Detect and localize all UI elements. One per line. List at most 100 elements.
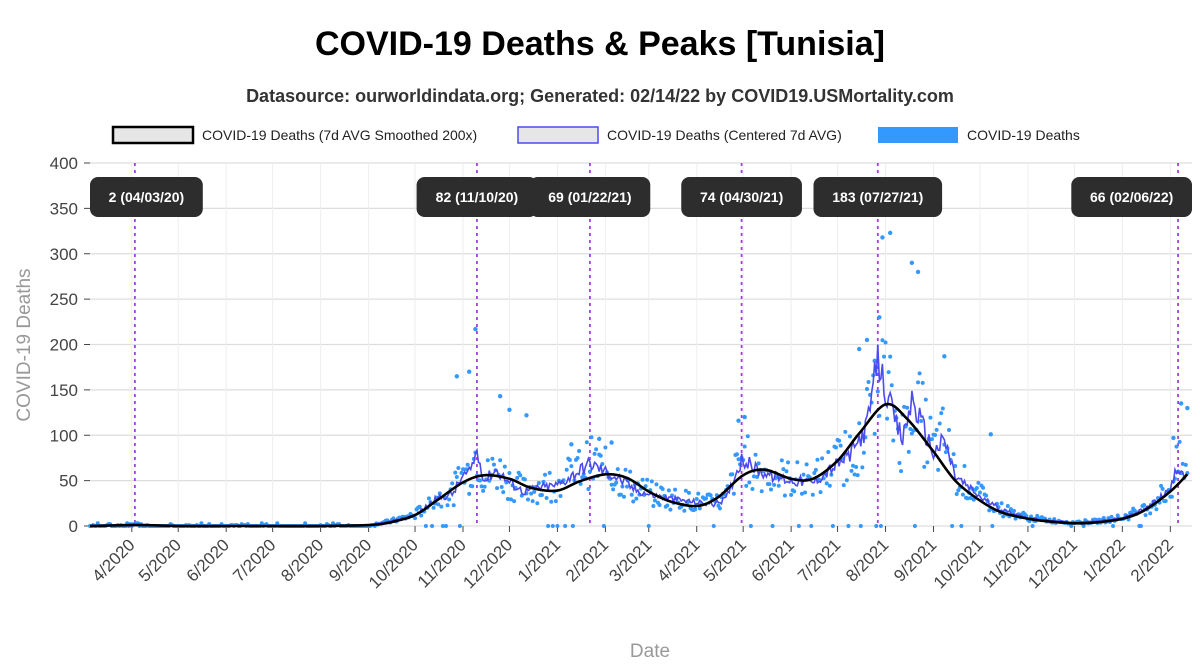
daily-death-point: [841, 483, 846, 488]
x-tick-label: 7/2021: [794, 535, 844, 585]
daily-death-point: [1171, 435, 1176, 441]
daily-death-point: [564, 467, 569, 472]
daily-death-point: [481, 488, 486, 493]
daily-death-point: [693, 507, 698, 512]
daily-death-point: [943, 450, 948, 455]
daily-death-point: [804, 462, 809, 467]
daily-death-point: [473, 326, 478, 332]
daily-death-point: [553, 499, 558, 504]
x-axis-title: Date: [630, 641, 670, 662]
daily-death-point: [628, 469, 633, 474]
daily-death-point: [815, 457, 820, 462]
daily-death-point: [646, 524, 651, 528]
daily-death-point: [580, 475, 585, 480]
daily-death-point: [490, 456, 495, 461]
daily-death-point: [883, 340, 888, 345]
daily-death-point: [549, 499, 554, 504]
daily-death-point: [443, 524, 448, 528]
daily-death-point: [877, 413, 882, 418]
daily-death-point: [451, 503, 456, 508]
daily-death-point: [640, 477, 645, 482]
daily-death-point: [1183, 462, 1188, 467]
daily-death-point: [1129, 510, 1134, 515]
daily-death-point: [759, 489, 764, 494]
daily-death-point: [522, 477, 527, 482]
daily-death-point: [880, 235, 885, 240]
daily-death-point: [744, 483, 749, 488]
daily-death-point: [847, 434, 852, 439]
daily-death-point: [436, 502, 441, 507]
y-tick-label: 300: [50, 245, 78, 264]
daily-death-point: [977, 490, 982, 495]
daily-death-point: [563, 524, 568, 528]
daily-death-point: [507, 407, 512, 413]
peak-label-box: [681, 177, 802, 217]
daily-death-point: [864, 337, 870, 343]
daily-death-point: [575, 456, 580, 461]
daily-death-point: [567, 457, 572, 462]
daily-death-point: [629, 492, 634, 497]
daily-death-point: [816, 477, 821, 482]
daily-death-point: [555, 524, 560, 528]
daily-death-point: [818, 490, 823, 495]
y-axis-ticks: 0 50 100 150 200 250 300 350 400: [50, 154, 90, 536]
smoothed-line: [89, 402, 1189, 528]
daily-death-point: [601, 524, 606, 528]
daily-death-point: [881, 354, 886, 359]
daily-death-point: [1159, 483, 1164, 488]
y-tick-label: 400: [50, 154, 78, 173]
daily-death-point: [1185, 405, 1190, 411]
daily-death-point: [1148, 511, 1153, 516]
daily-death-point: [717, 506, 722, 511]
daily-death-point: [470, 484, 475, 489]
daily-death-point: [852, 472, 857, 477]
daily-death-point: [965, 496, 970, 501]
daily-death-point: [645, 477, 650, 482]
y-tick-label: 350: [50, 199, 78, 218]
daily-death-point: [736, 457, 741, 462]
daily-death-point: [750, 487, 755, 492]
y-tick-label: 100: [50, 426, 78, 445]
daily-death-point: [872, 431, 877, 436]
daily-death-point: [920, 380, 925, 385]
daily-death-point: [792, 489, 797, 494]
grid-lines: [90, 162, 1192, 527]
daily-death-point: [623, 467, 628, 472]
daily-death-point: [450, 481, 455, 486]
daily-death-point: [809, 524, 814, 528]
daily-death-point: [631, 499, 636, 504]
daily-death-point: [928, 415, 933, 420]
daily-death-point: [919, 419, 924, 424]
daily-death-point: [694, 496, 699, 501]
daily-death-point: [916, 380, 921, 385]
daily-death-point: [827, 483, 832, 488]
daily-death-point: [844, 478, 849, 483]
legend-swatch-daily: [878, 127, 958, 143]
daily-death-point: [838, 443, 843, 448]
x-tick-label: 12/2020: [459, 535, 516, 592]
chart-title: COVID-19 Deaths & Peaks [Tunisia]: [315, 25, 885, 63]
daily-death-point: [769, 487, 774, 492]
daily-death-point: [1163, 499, 1168, 504]
daily-death-point: [960, 492, 965, 497]
daily-death-point: [1001, 514, 1006, 519]
peak-labels: 2 (04/03/20) 82 (11/10/20) 69 (01/22/21) 74…: [90, 177, 1192, 217]
y-tick-label: 0: [69, 517, 78, 536]
peak-label-box: [529, 177, 651, 217]
daily-death-point: [518, 473, 523, 478]
daily-death-point: [812, 470, 817, 475]
x-tick-label: 11/2021: [979, 535, 1035, 591]
daily-death-point: [454, 475, 459, 480]
daily-death-point: [954, 492, 959, 497]
daily-death-point: [453, 470, 458, 475]
daily-death-point: [854, 465, 859, 470]
daily-death-point: [682, 508, 687, 513]
daily-death-point: [417, 504, 422, 509]
legend-swatch-smoothed: [111, 125, 195, 145]
x-tick-label: 1/2021: [514, 535, 564, 585]
daily-death-point: [959, 524, 964, 528]
daily-death-point: [609, 482, 614, 487]
daily-death-point: [889, 383, 894, 388]
daily-death-point: [423, 524, 428, 528]
